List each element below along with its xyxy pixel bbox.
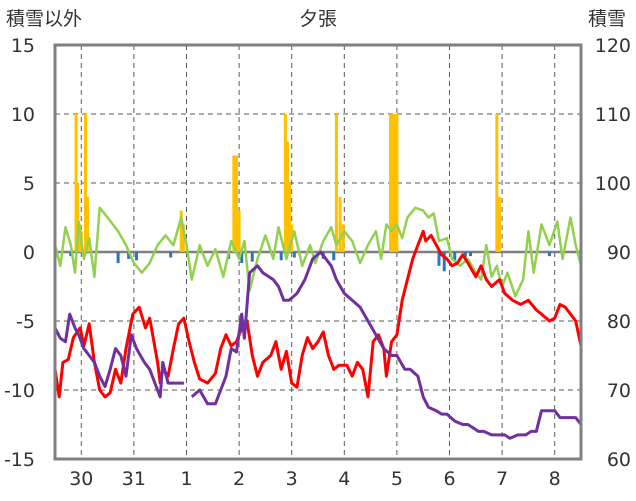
grid	[55, 45, 581, 459]
snowfall-bar	[179, 210, 183, 252]
y-tick-left: 0	[23, 242, 35, 264]
snowfall-bar	[495, 114, 499, 252]
x-tick-label: 3	[286, 468, 298, 490]
x-tick-label: 1	[180, 468, 192, 490]
snowfall-bar	[334, 114, 338, 252]
y-tick-right: 60	[607, 449, 631, 471]
precip-bar	[116, 252, 120, 264]
snowfall-bar	[181, 224, 185, 252]
precip-bar	[250, 252, 254, 262]
snowfall-bar	[74, 114, 78, 252]
snowfall-bar	[285, 141, 289, 252]
y-tick-left: 15	[11, 35, 35, 57]
precip-bar	[279, 252, 283, 261]
plot-frame	[53, 43, 583, 461]
y-axis-label-left: 積雪以外	[6, 8, 82, 30]
chart-title: 夕張	[299, 8, 337, 30]
precip-bar	[69, 252, 73, 257]
precip-bar	[442, 252, 446, 272]
precip-bar	[453, 252, 457, 261]
y-tick-left: 10	[11, 104, 35, 126]
y-axis-label-right: 積雪	[588, 8, 626, 30]
snowfall-bar	[389, 114, 393, 252]
y-tick-right: 100	[595, 173, 631, 195]
precip-bar	[463, 252, 467, 258]
x-tick-label: 6	[443, 468, 455, 490]
precip-bar	[437, 252, 441, 266]
snowfall-bar	[234, 155, 238, 252]
precip-bar	[292, 252, 296, 258]
x-tick-label: 30	[69, 468, 93, 490]
snowfall-bar	[497, 196, 501, 252]
snowfall-bar	[341, 224, 345, 252]
snow-depth-line	[53, 312, 184, 399]
x-tick-label: 4	[338, 468, 350, 490]
snowfall-bar	[84, 114, 88, 252]
snowfall-bar	[76, 183, 80, 252]
snowfall-bar	[391, 114, 395, 252]
snowfall-bar	[283, 114, 287, 252]
snowfall-bar	[288, 183, 292, 252]
y-tick-right: 80	[607, 311, 631, 333]
y-tick-left: -10	[4, 380, 35, 402]
y-tick-right: 120	[595, 35, 631, 57]
x-tick-label: 31	[122, 468, 146, 490]
y-tick-right: 70	[607, 380, 631, 402]
temp-min-line	[53, 229, 583, 399]
snowfall-bar	[393, 114, 397, 252]
snowfall-bar	[232, 155, 236, 252]
snowfall-bar	[395, 114, 399, 252]
y-tick-left: -15	[4, 449, 35, 471]
precip-bar	[332, 252, 336, 261]
precip-bar	[127, 252, 131, 259]
precip-bar	[135, 252, 139, 261]
x-tick-label: 7	[496, 468, 508, 490]
y-tick-right: 110	[595, 104, 631, 126]
precip-bar	[240, 252, 244, 264]
temp-max-line	[53, 206, 583, 298]
precip-bar	[547, 252, 551, 257]
y-tick-left: -5	[16, 311, 35, 333]
y-tick-right: 90	[607, 242, 631, 264]
snowfall-bar	[338, 196, 342, 252]
series-lines	[53, 206, 583, 440]
snowfall-bar	[86, 196, 90, 252]
snowfall-bar	[237, 210, 241, 252]
x-tick-label: 8	[549, 468, 561, 490]
tick-labels: 15 10 5 0 -5 -10 -15 120 110 100 90 80 70 60 30 31 1 2 3 4 5…	[4, 35, 631, 490]
precip-bar	[169, 252, 173, 258]
snow-depth-line	[190, 250, 583, 440]
precip-bar	[469, 252, 473, 257]
snowfall-bar	[78, 224, 82, 252]
y-tick-left: 5	[23, 173, 35, 195]
x-tick-label: 5	[391, 468, 403, 490]
x-tick-label: 2	[233, 468, 245, 490]
